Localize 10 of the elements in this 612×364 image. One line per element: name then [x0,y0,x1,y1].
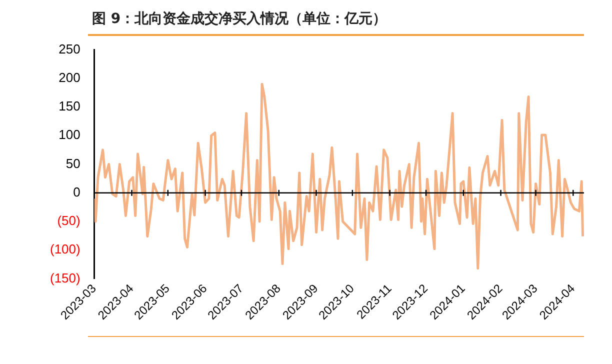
y-tick-label: 100 [58,127,80,142]
y-tick-label: 200 [58,70,80,85]
y-tick-label: (100) [50,242,80,257]
y-tick-label: 150 [58,98,80,114]
y-tick-label: 250 [58,41,80,56]
y-tick-label: 50 [66,156,80,171]
y-tick-label: (150) [50,270,80,286]
chart-title: 图 9：北向资金成交净买入情况（单位：亿元） [92,10,388,29]
y-tick-label: (50) [57,213,80,228]
y-tick-label: 0 [73,184,80,200]
